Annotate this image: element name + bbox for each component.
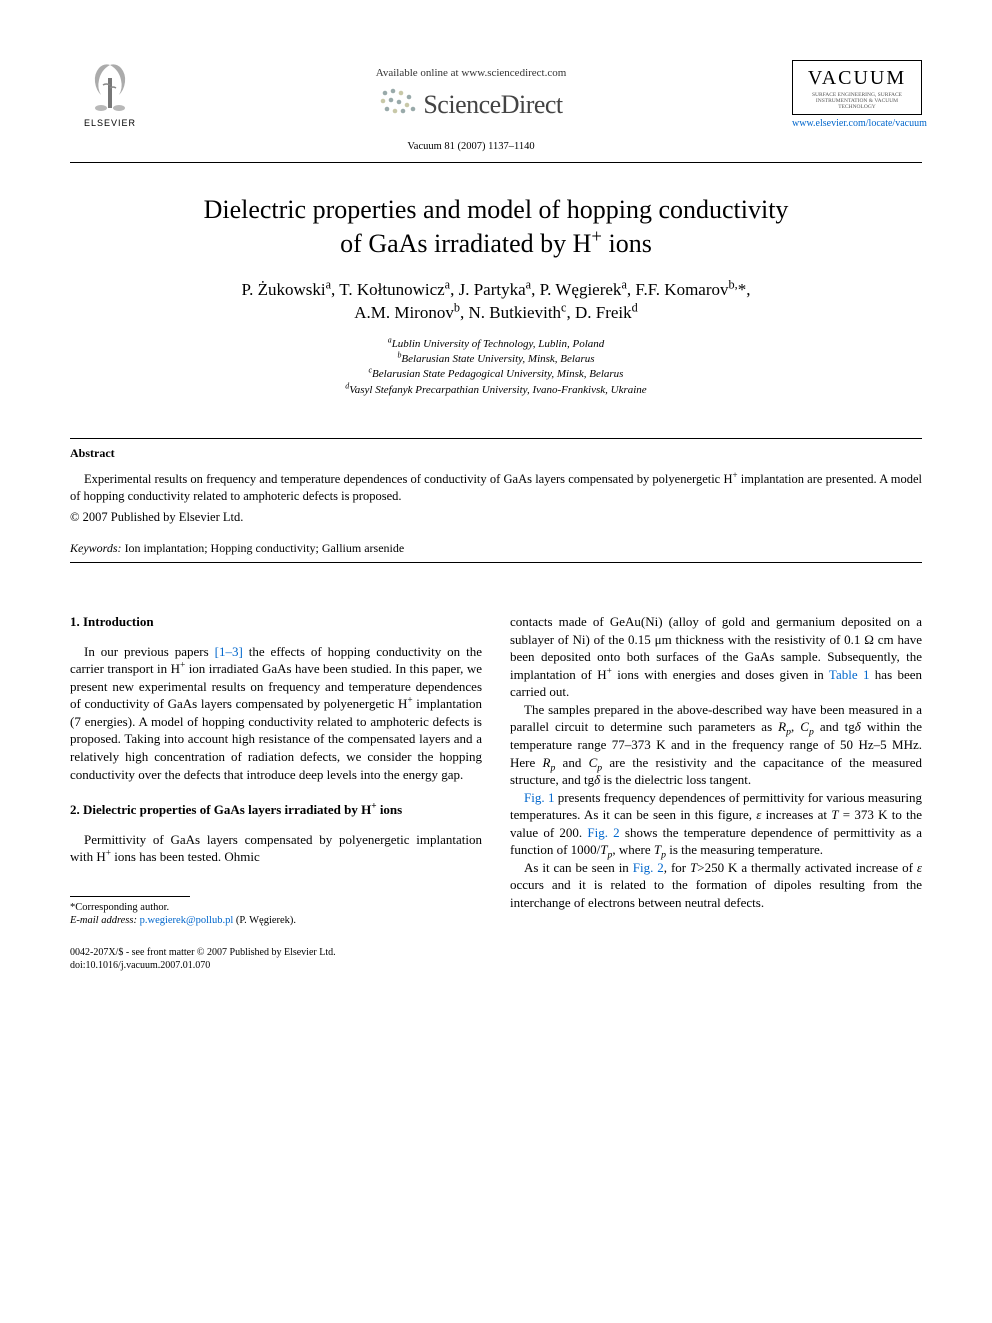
- header-divider: [70, 162, 922, 163]
- abstract-top-rule: [70, 438, 922, 439]
- abstract-heading: Abstract: [70, 445, 922, 461]
- footnote-separator: [70, 896, 190, 897]
- title-line-1: Dielectric properties and model of hoppi…: [204, 195, 789, 224]
- affiliation-c: cBelarusian State Pedagogical University…: [70, 367, 922, 382]
- col2-paragraph-2: The samples prepared in the above-descri…: [510, 701, 922, 789]
- elsevier-logo: ELSEVIER: [70, 60, 150, 129]
- vacuum-title: VACUUM: [799, 65, 915, 92]
- col2-paragraph-4: As it can be seen in Fig. 2, for T>250 K…: [510, 859, 922, 912]
- sciencedirect-icon: [379, 87, 417, 122]
- col2-paragraph-3: Fig. 1 presents frequency dependences of…: [510, 789, 922, 859]
- email-link[interactable]: p.wegierek@pollub.pl: [140, 915, 234, 926]
- doi-line: doi:10.1016/j.vacuum.2007.01.070: [70, 959, 922, 972]
- title-superscript: +: [591, 226, 602, 247]
- keywords-text: Ion implantation; Hopping conductivity; …: [122, 541, 405, 555]
- vacuum-subtitle: SURFACE ENGINEERING, SURFACE INSTRUMENTA…: [799, 92, 915, 110]
- header-center: Available online at www.sciencedirect.co…: [150, 60, 792, 154]
- email-author: (P. Węgierek).: [233, 915, 296, 926]
- copyright-line: © 2007 Published by Elsevier Ltd.: [70, 509, 922, 526]
- title-line-2a: of GaAs irradiated by H: [340, 229, 591, 258]
- elsevier-tree-icon: [80, 60, 140, 115]
- article-title: Dielectric properties and model of hoppi…: [70, 193, 922, 261]
- abstract-bottom-rule: [70, 562, 922, 563]
- keywords-label: Keywords:: [70, 541, 122, 555]
- journal-reference: Vacuum 81 (2007) 1137–1140: [150, 140, 792, 154]
- sciencedirect-logo: ScienceDirect: [379, 87, 562, 122]
- issn-line: 0042-207X/$ - see front matter © 2007 Pu…: [70, 946, 922, 959]
- sec2-paragraph-1: Permittivity of GaAs layers compensated …: [70, 831, 482, 866]
- journal-url-link[interactable]: www.elsevier.com/locate/vacuum: [792, 117, 922, 131]
- email-label: E-mail address:: [70, 915, 137, 926]
- elsevier-label: ELSEVIER: [70, 117, 150, 129]
- left-column: 1. Introduction In our previous papers […: [70, 613, 482, 928]
- col2-paragraph-1: contacts made of GeAu(Ni) (alloy of gold…: [510, 613, 922, 701]
- footer-block: 0042-207X/$ - see front matter © 2007 Pu…: [70, 946, 922, 972]
- footnote-block: *Corresponding author. E-mail address: p…: [70, 901, 482, 928]
- affiliation-a: aLublin University of Technology, Lublin…: [70, 337, 922, 352]
- affiliation-d: dVasyl Stefanyk Precarpathian University…: [70, 383, 922, 398]
- affiliations-block: aLublin University of Technology, Lublin…: [70, 337, 922, 399]
- email-line: E-mail address: p.wegierek@pollub.pl (P.…: [70, 914, 482, 928]
- abstract-text: Experimental results on frequency and te…: [70, 471, 922, 505]
- sciencedirect-text: ScienceDirect: [423, 87, 562, 122]
- corresponding-author-note: *Corresponding author.: [70, 901, 482, 915]
- title-line-2b: ions: [602, 229, 652, 258]
- vacuum-box: VACUUM SURFACE ENGINEERING, SURFACE INST…: [792, 60, 922, 115]
- body-columns: 1. Introduction In our previous papers […: [70, 613, 922, 928]
- section-1-heading: 1. Introduction: [70, 613, 482, 631]
- available-online-text: Available online at www.sciencedirect.co…: [150, 66, 792, 81]
- affiliation-b: bBelarusian State University, Minsk, Bel…: [70, 352, 922, 367]
- vacuum-journal-logo: VACUUM SURFACE ENGINEERING, SURFACE INST…: [792, 60, 922, 131]
- header-row: ELSEVIER Available online at www.science…: [70, 60, 922, 154]
- author-list: P. Żukowskia, T. Kołtunowicza, J. Partyk…: [70, 279, 922, 325]
- right-column: contacts made of GeAu(Ni) (alloy of gold…: [510, 613, 922, 928]
- intro-paragraph: In our previous papers [1–3] the effects…: [70, 643, 482, 783]
- keywords-line: Keywords: Ion implantation; Hopping cond…: [70, 540, 922, 556]
- section-2-heading: 2. Dielectric properties of GaAs layers …: [70, 801, 482, 819]
